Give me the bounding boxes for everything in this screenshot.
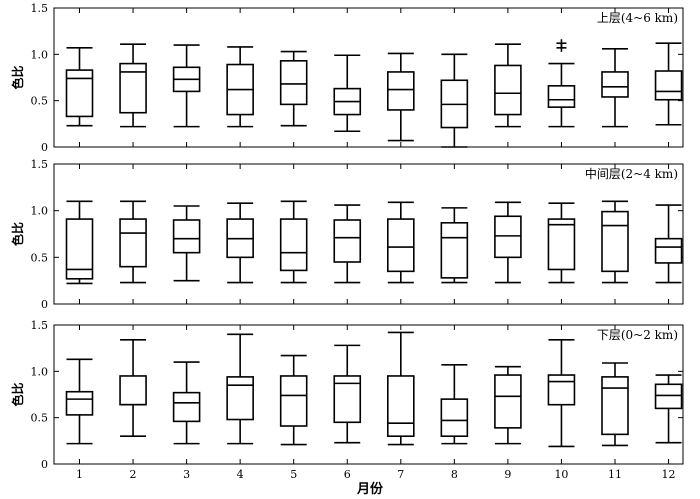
panel-upper-layer: 0 0.5 1.0 1.5 色比 上层(4~6 km): [10, 2, 684, 154]
box: [386, 218, 415, 273]
x-tick-label: 5: [290, 468, 297, 481]
box: [65, 390, 94, 416]
x-tick-label: 3: [183, 468, 190, 481]
x-tick-label: 11: [608, 468, 622, 481]
y-tick-label: 0: [41, 458, 48, 471]
y-tick-label: 0: [41, 298, 48, 311]
box: [386, 71, 415, 111]
box: [547, 85, 576, 108]
x-tick-label: 2: [130, 468, 137, 481]
plot-frame: [53, 163, 684, 305]
x-tick-label: 6: [344, 468, 351, 481]
box: [172, 219, 201, 254]
y-axis-label: 色比: [10, 382, 25, 406]
panel-title: 中间层(2~4 km): [585, 166, 678, 181]
plot-frame: [53, 324, 684, 465]
y-tick-label: 0.5: [31, 412, 49, 425]
y-tick-label: 1.0: [31, 48, 49, 61]
box: [654, 237, 683, 264]
box: [119, 218, 147, 268]
x-tick-label: 7: [397, 468, 404, 481]
y-tick-label: 1.0: [31, 365, 49, 378]
box: [386, 375, 415, 438]
box: [65, 69, 94, 118]
y-tick-label: 0: [41, 141, 48, 154]
y-tick-label: 1.5: [31, 319, 49, 332]
box: [494, 64, 522, 116]
box: [172, 391, 201, 423]
box: [279, 60, 308, 106]
y-tick-label: 1.5: [31, 2, 49, 15]
x-tick-label: 4: [237, 468, 244, 481]
box: [547, 374, 576, 406]
box: [547, 218, 576, 271]
x-tick-label: 12: [662, 468, 676, 481]
x-tick-label: 1: [76, 468, 83, 481]
box: [654, 383, 683, 410]
box: [494, 215, 522, 259]
box: [601, 71, 629, 98]
y-tick-label: 1.0: [31, 205, 49, 218]
box: [226, 376, 254, 421]
panel-title: 下层(0~2 km): [597, 328, 678, 342]
box: [440, 398, 469, 437]
box: [119, 62, 147, 114]
y-tick-label: 1.5: [31, 158, 49, 171]
box: [654, 70, 683, 101]
box: [119, 375, 147, 406]
panel-middle-layer: 0 0.5 1.0 1.5 色比 中间层(2~4 km): [10, 158, 684, 311]
box: [279, 375, 308, 427]
x-axis-label: 月份: [356, 481, 384, 497]
y-tick-label: 0.5: [31, 251, 49, 264]
y-axis-label: 色比: [10, 65, 25, 89]
x-tick-label: 8: [451, 468, 458, 481]
x-tick-label: 9: [504, 468, 511, 481]
box: [601, 376, 629, 436]
plot-frame: [53, 7, 684, 148]
y-axis-label: 色比: [10, 222, 25, 246]
box: [333, 219, 362, 263]
y-tick-label: 0.5: [31, 95, 49, 108]
box: [601, 210, 629, 273]
box: [279, 218, 308, 272]
panel-title: 上层(4~6 km): [597, 11, 678, 25]
x-tick-label: 10: [554, 468, 568, 481]
box: [440, 222, 469, 279]
box: [494, 374, 522, 429]
